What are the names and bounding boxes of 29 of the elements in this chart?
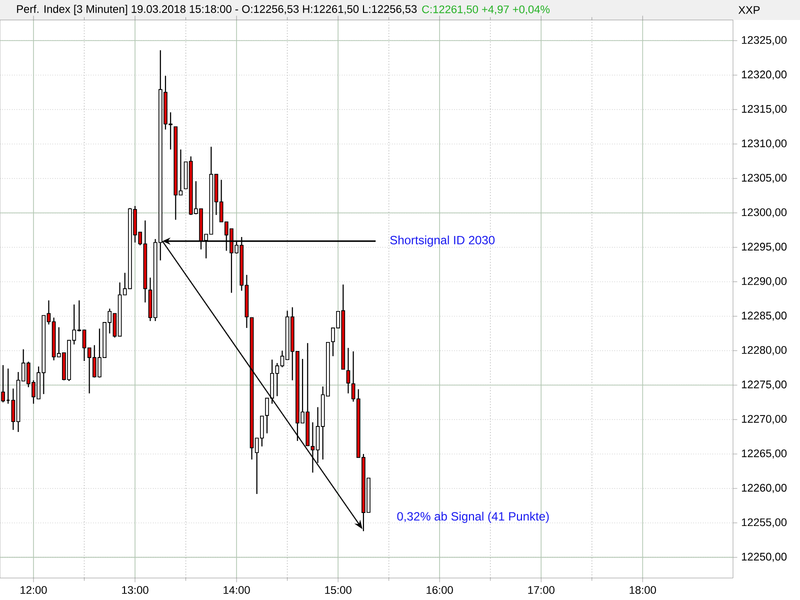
y-tick-label: 12315,00 — [742, 105, 787, 114]
y-tick-label: 12285,00 — [742, 312, 787, 321]
x-tick-label: 15:00 — [325, 586, 352, 594]
x-tick-label: 12:00 — [20, 586, 47, 594]
y-tick-label: 12295,00 — [742, 242, 787, 252]
y-tick-label: 12310,00 — [742, 139, 787, 149]
y-tick-label: 12325,00 — [742, 36, 787, 46]
x-tick-label: 17:00 — [528, 586, 554, 594]
x-tick-label: 13:00 — [122, 586, 148, 594]
y-tick-label: 12250,00 — [742, 552, 787, 562]
chart-subtitle: C:12261,50 +4,97 +0,04% — [422, 5, 550, 15]
y-tick-label: 12290,00 — [742, 277, 787, 286]
y-tick-label: 12280,00 — [742, 346, 787, 356]
text: XXP — [738, 6, 760, 14]
y-tick-label: 12305,00 — [742, 174, 787, 183]
y-tick-label: 12320,00 — [742, 70, 787, 80]
annotation: Shortsignal ID 2030 — [390, 236, 495, 247]
y-tick-label: 12300,00 — [742, 208, 787, 218]
y-tick-label: 12270,00 — [742, 415, 787, 424]
y-tick-label: 12260,00 — [742, 484, 787, 493]
candlestick — [346, 347, 350, 394]
x-tick-label: 16:00 — [426, 586, 453, 594]
x-tick-label: 18:00 — [630, 586, 656, 594]
x-tick-label: 14:00 — [224, 586, 250, 594]
y-tick-label: 12255,00 — [742, 518, 787, 528]
y-tick-label: 12265,00 — [742, 449, 787, 459]
chart-title: Perf. Index [3 Minuten] 19.03.2018 15:18:00 - O:12256,53 H:12261,50 L:12256,53 — [17, 4, 417, 16]
y-tick-label: 12275,00 — [742, 380, 787, 390]
annotation: 0,32% ab Signal (41 Punkte) — [397, 512, 549, 523]
